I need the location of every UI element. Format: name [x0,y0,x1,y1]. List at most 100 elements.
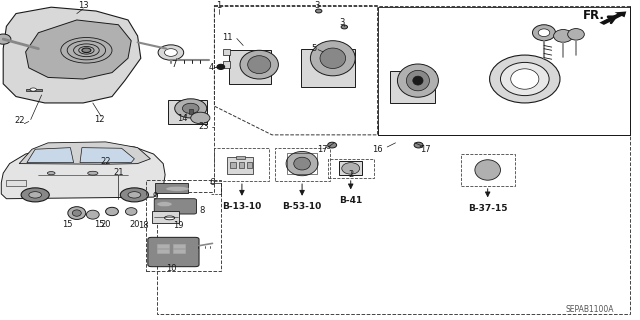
Ellipse shape [109,156,122,161]
Text: 20: 20 [100,220,111,229]
Ellipse shape [500,62,549,96]
Bar [152,211,179,223]
Circle shape [120,188,148,202]
Text: 5: 5 [311,44,316,53]
Text: 20: 20 [129,220,140,229]
Ellipse shape [490,55,560,103]
Text: B-13-10: B-13-10 [222,202,262,211]
Ellipse shape [511,69,539,89]
Bar [227,157,253,174]
Bar [275,148,330,181]
Bar [301,49,355,87]
Ellipse shape [342,163,360,174]
Text: 18: 18 [138,221,148,230]
Bar [461,154,515,186]
Ellipse shape [310,41,355,76]
Text: 15: 15 [94,220,104,229]
Bar [214,148,269,181]
Text: SEPAB1100A: SEPAB1100A [566,305,614,314]
Text: B-37-15: B-37-15 [468,204,508,213]
Text: 22: 22 [100,156,111,165]
Bar [287,153,317,174]
Text: 12: 12 [94,115,104,124]
Bar [146,180,221,270]
Text: 11: 11 [222,33,232,42]
Polygon shape [27,148,74,163]
Ellipse shape [341,25,348,29]
Ellipse shape [0,34,11,44]
Text: 17: 17 [317,145,327,154]
Ellipse shape [414,142,423,148]
Ellipse shape [164,216,175,220]
Text: 3: 3 [340,18,345,27]
Ellipse shape [413,76,423,85]
Ellipse shape [108,167,120,174]
Ellipse shape [106,207,118,216]
Ellipse shape [316,9,322,13]
Text: 14: 14 [177,114,188,123]
Ellipse shape [286,151,318,176]
Text: 2: 2 [348,170,353,179]
Text: 13: 13 [78,1,88,10]
Text: 8: 8 [199,206,204,215]
Polygon shape [3,7,141,103]
Ellipse shape [248,56,271,74]
Ellipse shape [217,64,225,69]
Text: 21: 21 [113,168,124,177]
Bar [98,158,112,160]
Ellipse shape [182,103,199,114]
Bar [155,183,188,193]
Ellipse shape [157,202,172,207]
Text: 16: 16 [372,145,383,154]
Bar [26,89,42,91]
Text: B-53-10: B-53-10 [282,202,322,211]
Bar [229,50,271,84]
Ellipse shape [82,48,91,52]
Bar [230,162,236,168]
Text: 3: 3 [315,1,320,10]
Text: 19: 19 [173,221,183,230]
Text: 23: 23 [198,122,209,132]
Text: 4: 4 [209,63,214,72]
Polygon shape [19,142,150,164]
Ellipse shape [88,171,98,175]
Circle shape [29,192,42,198]
Ellipse shape [406,70,429,91]
Ellipse shape [294,157,310,170]
FancyBboxPatch shape [154,199,196,214]
Ellipse shape [175,99,207,118]
Ellipse shape [568,28,584,40]
Ellipse shape [240,50,278,79]
Ellipse shape [532,25,556,41]
Bar [157,249,169,253]
Bar [173,249,185,253]
Text: 7: 7 [172,60,177,68]
Bar [328,159,374,178]
Text: 6: 6 [210,178,215,187]
Text: FR.: FR. [583,9,605,22]
Ellipse shape [554,29,573,42]
Ellipse shape [158,45,184,60]
Text: 17: 17 [420,145,431,154]
Text: 15: 15 [62,220,72,229]
Text: 1: 1 [216,1,221,10]
Bar [189,109,193,114]
Text: 22: 22 [14,116,24,125]
Ellipse shape [475,160,500,180]
Ellipse shape [328,142,337,148]
Ellipse shape [86,210,99,219]
Bar [173,244,185,248]
Text: B-41: B-41 [339,196,362,205]
Bar [247,162,252,168]
Ellipse shape [191,112,210,124]
Bar [239,162,244,168]
Text: 9: 9 [152,192,157,201]
Polygon shape [80,148,134,163]
Bar [157,244,169,248]
Ellipse shape [30,88,36,91]
Bar [6,180,26,186]
Ellipse shape [320,48,346,68]
Bar [390,71,435,103]
Ellipse shape [47,172,55,175]
Bar [168,100,207,124]
